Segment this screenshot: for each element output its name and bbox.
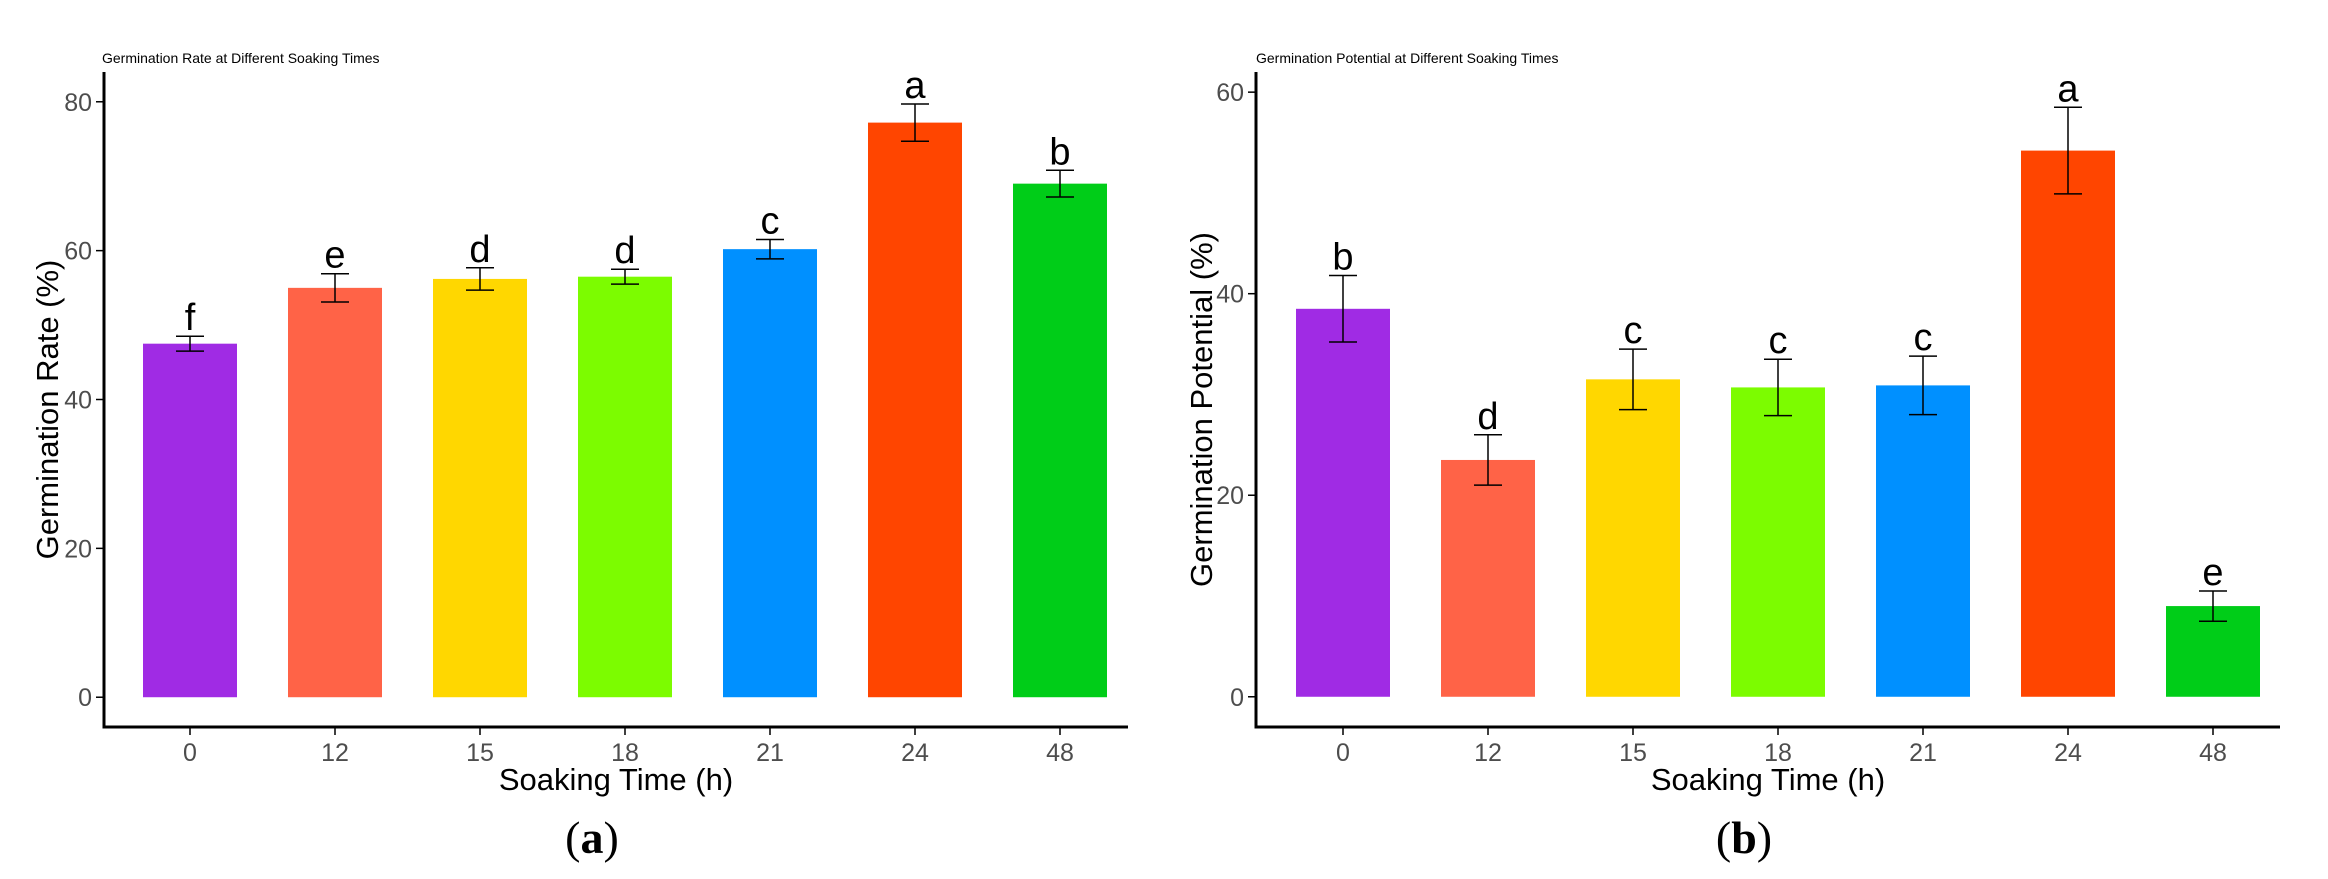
y-tick-label-60: 60 (64, 238, 92, 266)
significance-letter-18: d (614, 230, 635, 272)
chart-title: Germination Potential at Different Soaki… (1256, 50, 1558, 66)
significance-letter-21: c (1914, 317, 1933, 359)
bar-24 (868, 122, 962, 698)
y-tick-label-20: 20 (64, 535, 92, 563)
error-bar-15 (1619, 348, 1647, 411)
x-axis-title: Soaking Time (h) (1651, 762, 1885, 797)
chart-panel-b: Germination Potential at Different Soaki… (1184, 50, 2280, 863)
x-tick-label-15: 15 (466, 739, 494, 767)
significance-letter-21: c (761, 200, 780, 242)
significance-letter-18: c (1769, 320, 1788, 362)
x-tick-label-15: 15 (1619, 739, 1647, 767)
error-bar-48 (1046, 169, 1074, 198)
y-axis-title: Germination Rate (%) (30, 260, 65, 560)
significance-letter-48: e (2202, 552, 2223, 594)
x-tick-label-0: 0 (183, 739, 197, 767)
significance-letter-24: a (904, 65, 926, 107)
error-bar-18 (611, 268, 639, 285)
error-bar-0 (176, 335, 204, 352)
bar-48 (1013, 183, 1107, 698)
x-axis-title: Soaking Time (h) (499, 762, 733, 797)
bar-18 (1731, 387, 1825, 697)
x-tick-label-18: 18 (611, 739, 639, 767)
error-bar-12 (1474, 434, 1502, 486)
x-tick-label-12: 12 (321, 739, 349, 767)
panel-label-close-paren: ) (1757, 812, 1772, 863)
y-tick-label-60: 60 (1216, 79, 1244, 107)
bar-15 (1586, 379, 1680, 697)
error-bar-18 (1764, 358, 1792, 417)
bar-0 (1296, 308, 1390, 697)
bar-24 (2021, 150, 2115, 697)
panel-label-open-paren: ( (565, 812, 580, 863)
error-bar-24 (2054, 106, 2082, 195)
chart-panel-a: Germination Rate at Different Soaking Ti… (30, 50, 1128, 863)
error-bar-48 (2199, 590, 2227, 622)
error-bar-21 (756, 238, 784, 260)
y-tick-label-20: 20 (1216, 482, 1244, 510)
bar-21 (723, 249, 817, 698)
x-tick-label-48: 48 (1046, 739, 1074, 767)
x-tick-label-24: 24 (901, 739, 929, 767)
error-bar-0 (1329, 274, 1357, 343)
chart-title: Germination Rate at Different Soaking Ti… (102, 50, 380, 66)
error-bar-21 (1909, 355, 1937, 416)
x-tick-label-18: 18 (1764, 739, 1792, 767)
panel-label-letter: a (581, 812, 604, 863)
y-tick-label-40: 40 (64, 387, 92, 415)
panel-label: (a) (565, 812, 619, 863)
bar-21 (1876, 385, 1970, 697)
x-tick-label-21: 21 (756, 739, 784, 767)
panel-label-letter: b (1731, 812, 1757, 863)
error-bar-15 (466, 267, 494, 291)
y-tick-label-80: 80 (64, 89, 92, 117)
bar-18 (578, 276, 672, 698)
bar-0 (143, 343, 237, 698)
significance-letter-48: b (1049, 131, 1070, 173)
significance-letter-24: a (2057, 68, 2079, 110)
x-tick-label-21: 21 (1909, 739, 1937, 767)
panel-label: (b) (1716, 812, 1772, 863)
bar-12 (288, 287, 382, 698)
panel-label-close-paren: ) (604, 812, 619, 863)
panel-label-open-paren: ( (1716, 812, 1731, 863)
y-tick-label-0: 0 (1230, 684, 1244, 712)
error-bar-12 (321, 272, 349, 303)
y-axis-title: Germination Potential (%) (1184, 232, 1219, 587)
significance-letter-15: c (1624, 310, 1643, 352)
significance-letter-12: e (324, 235, 345, 277)
y-tick-label-0: 0 (78, 684, 92, 712)
bar-15 (433, 278, 527, 698)
significance-letter-12: d (1477, 396, 1498, 438)
y-tick-label-40: 40 (1216, 281, 1244, 309)
x-tick-label-12: 12 (1474, 739, 1502, 767)
x-tick-label-24: 24 (2054, 739, 2082, 767)
x-tick-label-0: 0 (1336, 739, 1350, 767)
significance-letter-15: d (469, 229, 490, 271)
significance-letter-0: b (1332, 237, 1353, 279)
significance-letter-0: f (185, 297, 196, 339)
x-tick-label-48: 48 (2199, 739, 2227, 767)
error-bar-24 (901, 103, 929, 142)
bar-12 (1441, 459, 1535, 697)
